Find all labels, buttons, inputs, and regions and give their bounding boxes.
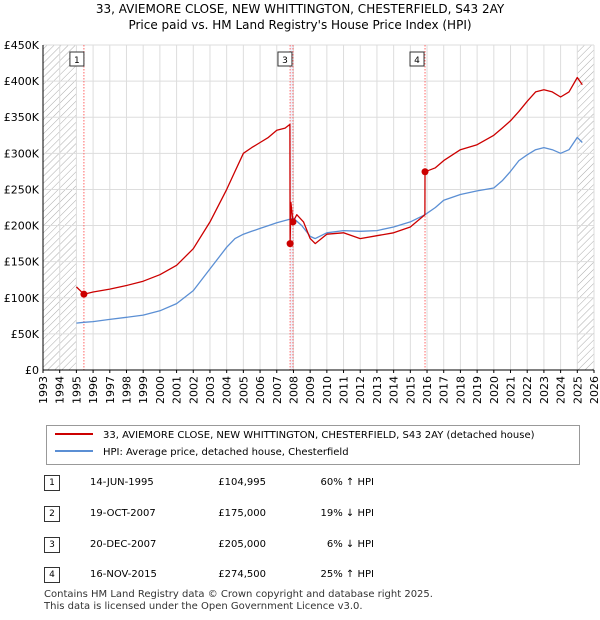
x-tick-label: 2021 bbox=[505, 376, 518, 404]
transaction-date: 16-NOV-2015 bbox=[90, 569, 157, 580]
x-tick-label: 2000 bbox=[154, 376, 167, 404]
copyright-notice: Contains HM Land Registry data © Crown c… bbox=[44, 589, 433, 600]
transaction-price: £274,500 bbox=[218, 569, 266, 580]
price-chart: 1 3 4 £0 £50K £100K £150K £200K £250K £300K £350K £… bbox=[4, 39, 600, 404]
y-tick-label: £150K bbox=[4, 256, 40, 269]
x-tick-label: 2024 bbox=[555, 376, 568, 404]
x-tick-label: 2022 bbox=[521, 376, 534, 404]
x-tick-label: 1993 bbox=[37, 376, 50, 404]
transaction-date: 14-JUN-1995 bbox=[90, 477, 154, 488]
y-tick-label: £200K bbox=[4, 220, 40, 233]
legend-item-hpi: HPI: Average price, detached house, Ches… bbox=[55, 445, 349, 461]
x-tick-label: 1997 bbox=[104, 376, 117, 404]
x-tick-label: 1995 bbox=[70, 376, 83, 404]
hatched-region bbox=[577, 45, 594, 370]
x-tick-label: 1998 bbox=[120, 376, 133, 404]
sale-label-box bbox=[277, 51, 293, 67]
x-tick-label: 2004 bbox=[221, 376, 234, 404]
x-tick-label: 1996 bbox=[87, 376, 100, 404]
sale-label-box bbox=[69, 51, 85, 67]
y-tick-label: £350K bbox=[4, 111, 40, 124]
transaction-price: £175,000 bbox=[218, 508, 266, 519]
x-tick-label: 2018 bbox=[454, 376, 467, 404]
x-tick-label: 2016 bbox=[421, 376, 434, 404]
x-tick-label: 2020 bbox=[488, 376, 501, 404]
y-tick-label: £300K bbox=[4, 147, 40, 160]
plot-area bbox=[43, 45, 594, 370]
sale-point bbox=[286, 240, 294, 248]
transaction-number-badge: 3 bbox=[44, 537, 60, 553]
y-tick-label: £250K bbox=[4, 183, 40, 196]
x-tick-label: 1994 bbox=[54, 376, 67, 404]
legend-item-property: 33, AVIEMORE CLOSE, NEW WHITTINGTON, CHE… bbox=[55, 428, 535, 444]
y-tick-label: £50K bbox=[11, 328, 40, 341]
sale-label-box bbox=[409, 51, 425, 67]
x-tick-label: 2026 bbox=[588, 376, 600, 404]
legend-swatch-hpi bbox=[55, 450, 93, 452]
chart-title-line-2: Price paid vs. HM Land Registry's House … bbox=[128, 18, 472, 32]
y-tick-label: £400K bbox=[4, 75, 40, 88]
transaction-hpi-delta: 25% ↑ HPI bbox=[320, 569, 374, 580]
x-tick-label: 2017 bbox=[438, 376, 451, 404]
x-tick-label: 2011 bbox=[338, 376, 351, 404]
x-tick-label: 1999 bbox=[137, 376, 150, 404]
legend-label-hpi: HPI: Average price, detached house, Ches… bbox=[103, 447, 349, 458]
x-tick-label: 2002 bbox=[187, 376, 200, 404]
sale-point bbox=[80, 290, 88, 298]
transaction-date: 20-DEC-2007 bbox=[90, 539, 157, 550]
x-tick-label: 2015 bbox=[404, 376, 417, 404]
transaction-hpi-delta: 60% ↑ HPI bbox=[320, 477, 374, 488]
series-line-hpi bbox=[76, 136, 583, 324]
transaction-number-badge: 1 bbox=[44, 475, 60, 491]
x-tick-label: 2019 bbox=[471, 376, 484, 404]
x-tick-label: 2009 bbox=[304, 376, 317, 404]
sale-point bbox=[289, 218, 297, 226]
y-tick-label: £450K bbox=[4, 39, 40, 52]
x-tick-label: 2012 bbox=[354, 376, 367, 404]
x-tick-label: 2001 bbox=[171, 376, 184, 404]
x-tick-label: 2003 bbox=[204, 376, 217, 404]
x-tick-label: 2008 bbox=[287, 376, 300, 404]
transaction-number-badge: 4 bbox=[44, 567, 60, 583]
sale-label: 1 bbox=[74, 56, 80, 66]
transaction-price: £104,995 bbox=[218, 477, 266, 488]
x-tick-label: 2013 bbox=[371, 376, 384, 404]
transaction-hpi-delta: 6% ↓ HPI bbox=[326, 539, 374, 550]
x-tick-label: 2023 bbox=[538, 376, 551, 404]
sale-label: 4 bbox=[414, 56, 420, 66]
transaction-hpi-delta: 19% ↓ HPI bbox=[320, 508, 374, 519]
x-tick-label: 2005 bbox=[237, 376, 250, 404]
transaction-number-badge: 2 bbox=[44, 506, 60, 522]
legend-swatch-property bbox=[55, 433, 93, 435]
licence-notice: This data is licensed under the Open Gov… bbox=[44, 601, 363, 612]
series-line-property bbox=[75, 76, 583, 295]
x-tick-label: 2006 bbox=[254, 376, 267, 404]
legend-label-property: 33, AVIEMORE CLOSE, NEW WHITTINGTON, CHE… bbox=[103, 430, 535, 441]
x-tick-label: 2007 bbox=[271, 376, 284, 404]
x-tick-label: 2014 bbox=[388, 376, 401, 404]
chart-title-line-1: 33, AVIEMORE CLOSE, NEW WHITTINGTON, CHE… bbox=[95, 2, 505, 16]
x-tick-label: 2010 bbox=[321, 376, 334, 404]
transaction-price: £205,000 bbox=[218, 539, 266, 550]
transaction-date: 19-OCT-2007 bbox=[90, 508, 156, 519]
sale-label: 3 bbox=[282, 56, 288, 66]
legend: 33, AVIEMORE CLOSE, NEW WHITTINGTON, CHE… bbox=[46, 425, 580, 465]
y-tick-label: £0 bbox=[25, 364, 39, 377]
x-tick-label: 2025 bbox=[571, 376, 584, 404]
sale-point bbox=[421, 168, 429, 176]
y-tick-label: £100K bbox=[4, 292, 40, 305]
